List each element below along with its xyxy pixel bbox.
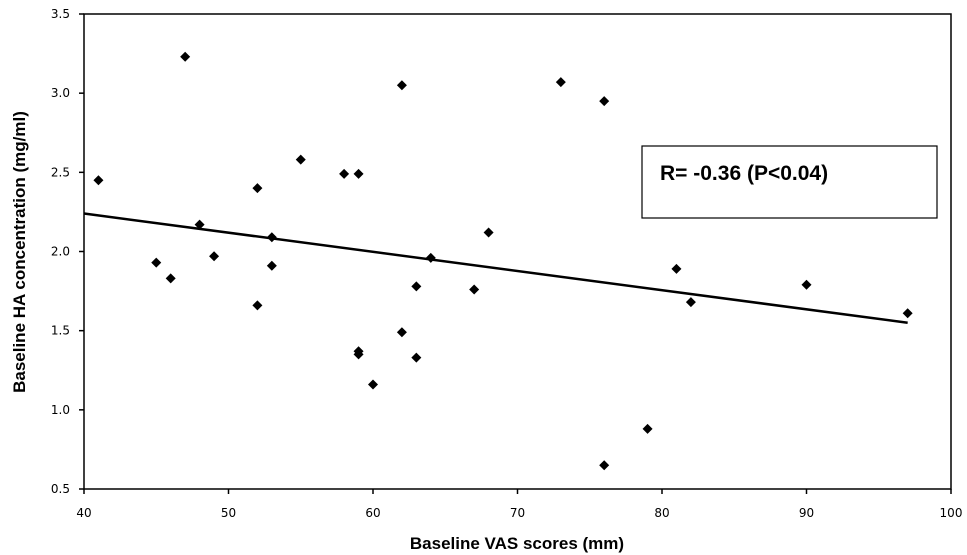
data-point xyxy=(396,327,407,338)
y-tick-label: 0.5 xyxy=(51,482,70,496)
data-point xyxy=(266,232,277,243)
x-tick-label: 40 xyxy=(76,506,91,520)
x-tick-label: 50 xyxy=(221,506,236,520)
data-point xyxy=(266,260,277,271)
data-point xyxy=(396,80,407,91)
data-point xyxy=(353,349,364,360)
x-tick-label: 60 xyxy=(365,506,380,520)
y-axis-label: Baseline HA concentration (mg/ml) xyxy=(10,111,29,393)
x-axis-label: Baseline VAS scores (mm) xyxy=(410,534,624,553)
data-point xyxy=(685,297,696,308)
data-point xyxy=(165,273,176,284)
x-tick-label: 70 xyxy=(510,506,525,520)
y-tick-label: 3.0 xyxy=(51,86,70,100)
annotation-box xyxy=(641,145,938,219)
data-point xyxy=(642,423,653,434)
y-tick-label: 2.5 xyxy=(51,165,70,179)
data-point xyxy=(425,252,436,263)
x-tick-label: 90 xyxy=(799,506,814,520)
y-tick-label: 3.5 xyxy=(51,7,70,21)
data-point xyxy=(671,263,682,274)
data-point xyxy=(368,379,378,390)
y-axis-ticks: 0.5 1.0 1.5 2.0 2.5 3.0 3.5 xyxy=(51,7,84,496)
data-point xyxy=(599,460,610,471)
data-point xyxy=(180,51,191,62)
data-point xyxy=(93,175,104,186)
data-point xyxy=(339,168,350,179)
data-point xyxy=(151,257,162,268)
correlation-annotation: R= -0.36 (P<0.04) xyxy=(660,162,828,185)
data-point xyxy=(252,300,263,311)
data-point xyxy=(411,281,422,292)
data-point xyxy=(194,219,205,230)
data-point xyxy=(469,284,480,295)
trend-line xyxy=(83,212,908,324)
x-axis-ticks: 40 50 60 70 80 90 100 xyxy=(76,489,962,520)
data-point xyxy=(411,352,422,363)
data-point xyxy=(483,227,494,238)
data-point xyxy=(599,96,610,107)
data-point xyxy=(902,308,913,319)
data-point xyxy=(353,168,364,179)
y-tick-label: 1.0 xyxy=(51,403,70,417)
data-point xyxy=(555,77,566,88)
data-point xyxy=(209,251,220,262)
x-tick-label: 80 xyxy=(654,506,669,520)
data-point xyxy=(252,183,263,194)
data-point xyxy=(295,154,306,165)
y-tick-label: 2.0 xyxy=(51,245,70,259)
x-tick-label: 100 xyxy=(940,506,963,520)
data-point xyxy=(801,279,812,290)
plot-area xyxy=(83,13,952,490)
data-points xyxy=(93,51,913,471)
y-tick-label: 1.5 xyxy=(51,324,70,338)
